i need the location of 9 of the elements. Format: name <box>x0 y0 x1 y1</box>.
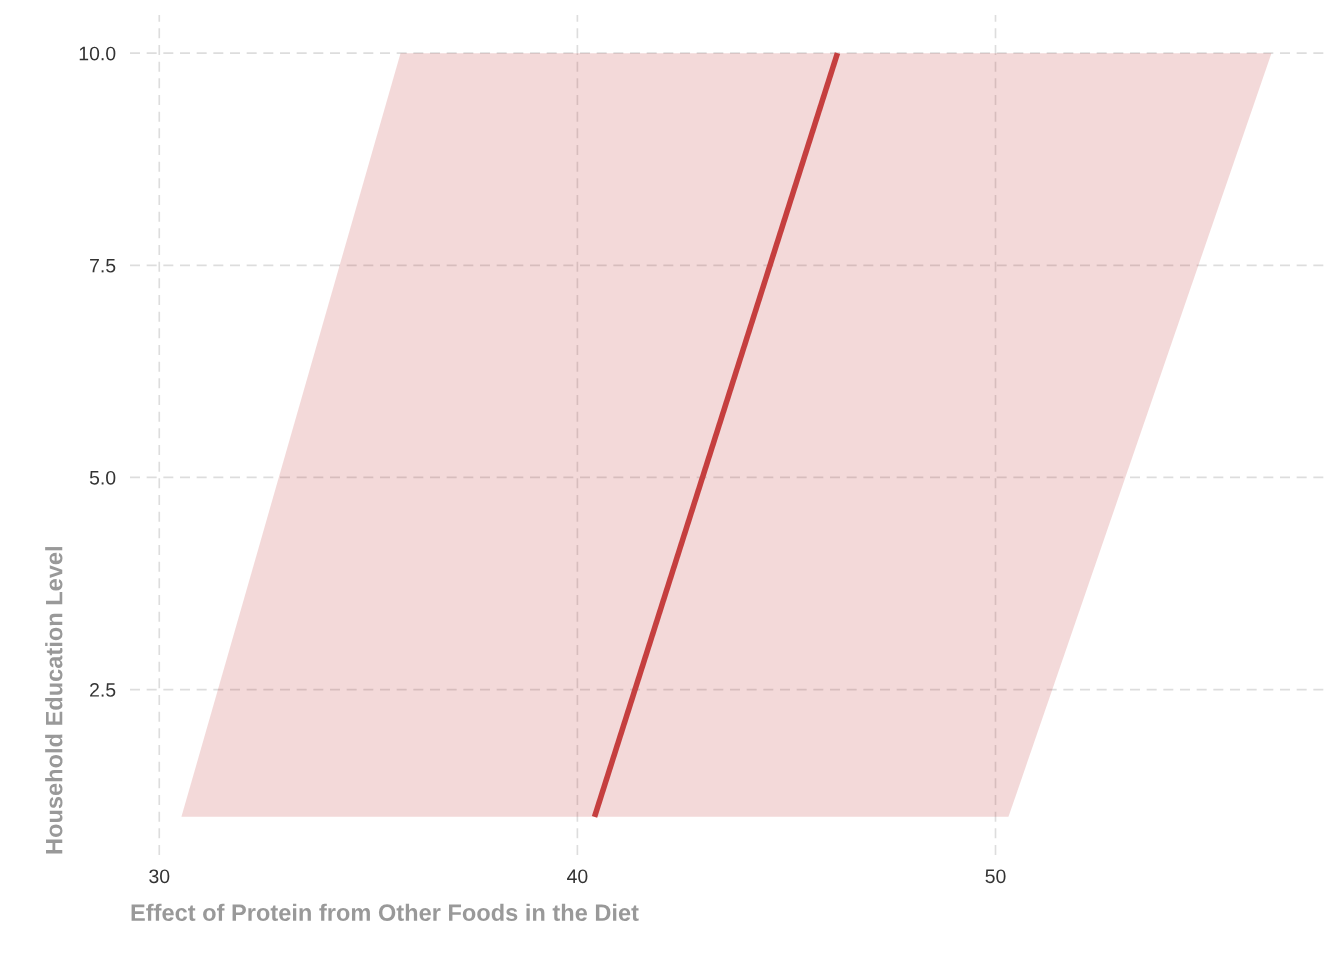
y-axis-title: Household Education Level <box>45 547 63 854</box>
x-tick-label: 50 <box>985 869 1006 884</box>
y-tick-label: 10.0 <box>79 46 116 61</box>
x-tick-label: 30 <box>149 869 170 884</box>
y-tick-label: 2.5 <box>90 683 116 697</box>
y-tick-label: 7.5 <box>90 258 116 273</box>
y-tick-label: 5.0 <box>89 470 116 485</box>
x-axis-title: Effect of Protein from Other Foods in the Diet <box>131 903 639 922</box>
x-tick-label: 40 <box>567 869 588 884</box>
